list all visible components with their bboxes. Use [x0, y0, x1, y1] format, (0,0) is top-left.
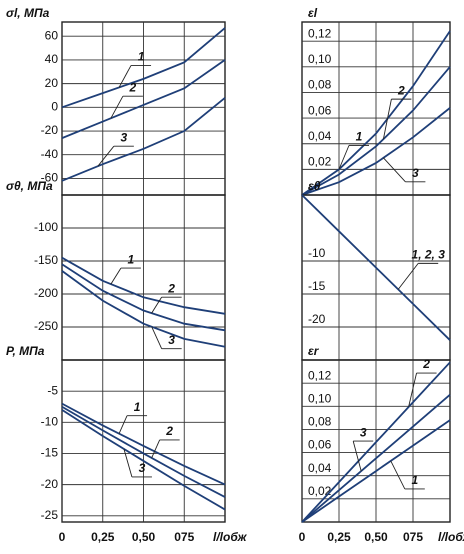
series-label: 2 — [397, 83, 405, 97]
series-line — [301, 361, 451, 523]
leader-line — [97, 145, 115, 167]
series-label: 1 — [411, 473, 418, 487]
series-label: 1 — [134, 400, 141, 414]
y-tick-label: 0,04 — [308, 461, 332, 475]
series-line — [61, 263, 226, 332]
y-tick-label: -60 — [41, 171, 59, 185]
leader-line — [151, 326, 163, 349]
y-tick-label: -10 — [308, 246, 326, 260]
series-label: 1 — [138, 50, 145, 64]
leader-line — [352, 440, 362, 472]
y-tick-label: 0,12 — [308, 26, 332, 40]
x-tick-label: 0,25 — [327, 530, 351, 544]
y-tick-label: -40 — [41, 147, 59, 161]
y-axis-label: εl — [308, 6, 318, 20]
series-label: 3 — [168, 333, 175, 347]
y-axis-label: σθ, МПа — [6, 179, 53, 193]
series-label: 1, 2, 3 — [412, 248, 446, 262]
series-label: 2 — [422, 357, 430, 371]
leader-line — [151, 296, 163, 314]
x-tick-label: 0,50 — [364, 530, 388, 544]
series-label: 2 — [165, 424, 173, 438]
y-tick-label: 0,06 — [308, 438, 332, 452]
y-tick-label: -20 — [308, 312, 326, 326]
series-label: 1 — [128, 252, 135, 266]
x-tick-label: 0,25 — [91, 530, 115, 544]
y-tick-label: 0,12 — [308, 368, 332, 382]
leader-line — [408, 372, 417, 408]
y-tick-label: 0,08 — [308, 78, 332, 92]
y-tick-label: 0,08 — [308, 415, 332, 429]
y-tick-label: -10 — [41, 414, 59, 428]
y-tick-label: 0,10 — [308, 391, 332, 405]
y-tick-label: -200 — [34, 286, 58, 300]
y-tick-label: 0 — [51, 99, 58, 113]
x-axis-label: l/lобж — [213, 530, 248, 544]
y-axis-label: εr — [308, 344, 320, 358]
leader-line — [390, 460, 406, 490]
series-line — [301, 419, 451, 523]
y-axis-label: P, МПа — [6, 344, 45, 358]
series-line — [301, 394, 451, 523]
leader-line — [383, 157, 406, 183]
series-label: 2 — [129, 80, 137, 94]
y-tick-label: -150 — [34, 253, 58, 267]
series-label: 3 — [360, 425, 367, 439]
y-tick-label: -20 — [41, 123, 59, 137]
x-tick-label: 0,50 — [132, 530, 156, 544]
series-line — [61, 270, 226, 348]
series-line — [61, 27, 226, 109]
y-tick-label: 0,02 — [308, 484, 332, 498]
y-tick-label: -100 — [34, 220, 58, 234]
series-line — [61, 409, 226, 511]
y-tick-label: 0,04 — [308, 129, 332, 143]
x-tick-label: 0 — [299, 530, 306, 544]
leader-line — [123, 448, 133, 478]
y-tick-label: 20 — [45, 76, 59, 90]
y-axis-label: εθ — [308, 179, 321, 193]
y-tick-label: 0,10 — [308, 52, 332, 66]
x-axis-label: l/lобж — [438, 530, 464, 544]
y-tick-label: 60 — [45, 28, 59, 42]
leader-line — [338, 145, 350, 170]
leader-line — [382, 99, 392, 140]
leader-line — [151, 439, 161, 459]
series-line — [301, 30, 451, 196]
series-line — [61, 402, 226, 486]
y-tick-label: -20 — [41, 477, 59, 491]
series-line — [301, 107, 451, 196]
y-axis-label: σl, МПа — [6, 6, 50, 20]
y-tick-label: -15 — [308, 279, 326, 293]
y-tick-label: -5 — [47, 383, 58, 397]
x-tick-label: 075 — [403, 530, 423, 544]
x-tick-label: 0 — [59, 530, 66, 544]
y-tick-label: 0,06 — [308, 103, 332, 117]
y-tick-label: -15 — [41, 446, 59, 460]
y-tick-label: 40 — [45, 52, 59, 66]
series-line — [61, 97, 226, 182]
x-tick-label: 075 — [174, 530, 194, 544]
series-line — [301, 194, 451, 341]
series-line — [61, 256, 226, 315]
series-line — [61, 405, 226, 498]
series-line — [61, 59, 226, 139]
series-label: 2 — [167, 281, 175, 295]
leader-line — [110, 267, 122, 285]
series-label: 3 — [121, 130, 128, 144]
series-label: 3 — [139, 461, 146, 475]
series-line — [301, 66, 451, 196]
leader-line — [118, 65, 132, 88]
leader-line — [397, 263, 419, 290]
leader-line — [118, 415, 128, 434]
y-tick-label: 0,02 — [308, 155, 332, 169]
y-tick-label: -25 — [41, 508, 59, 522]
leader-line — [110, 96, 124, 119]
series-label: 1 — [356, 130, 363, 144]
series-label: 3 — [412, 166, 419, 180]
y-tick-label: -250 — [34, 319, 58, 333]
